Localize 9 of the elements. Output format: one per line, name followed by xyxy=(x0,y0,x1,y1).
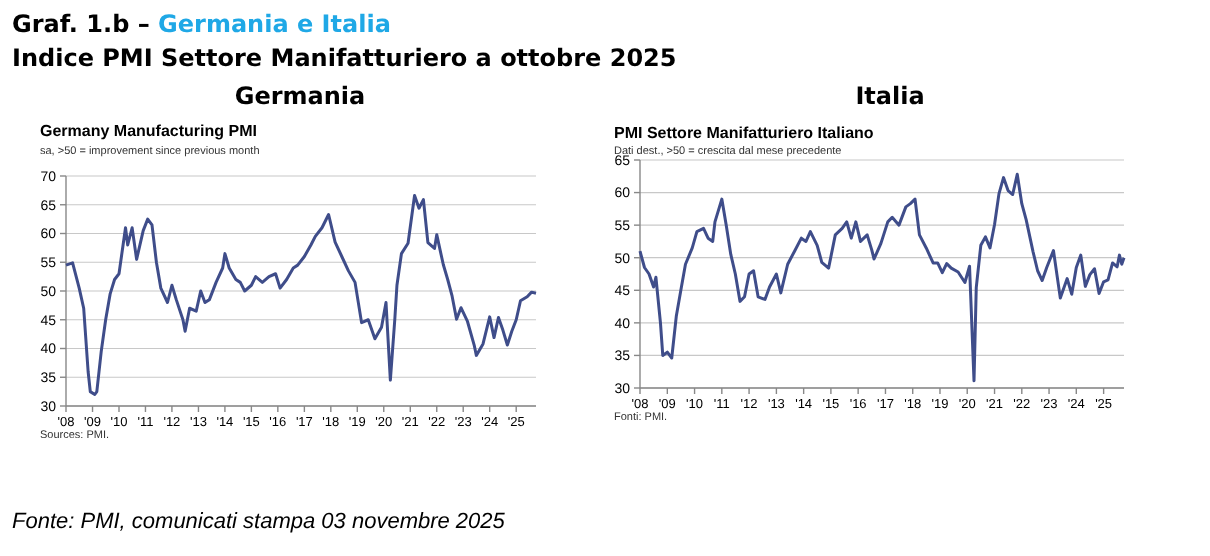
chart-subtitle: Germany Manufacturing PMI xyxy=(40,122,257,140)
text: Graf. 1.b – Germania e Italia xyxy=(12,10,391,38)
source-note: Fonte: PMI, comunicati stampa 03 novembre 2025 xyxy=(12,510,507,534)
line-series xyxy=(638,172,1126,383)
chart-title: Germania xyxy=(234,82,366,110)
chart-subtitle: PMI Settore Manifatturiero Italiano xyxy=(614,124,874,142)
text: Indice PMI Settore Manifatturiero a ottobre 2025 xyxy=(12,44,677,72)
line-series xyxy=(64,194,538,396)
chart-title: Italia xyxy=(855,82,925,110)
